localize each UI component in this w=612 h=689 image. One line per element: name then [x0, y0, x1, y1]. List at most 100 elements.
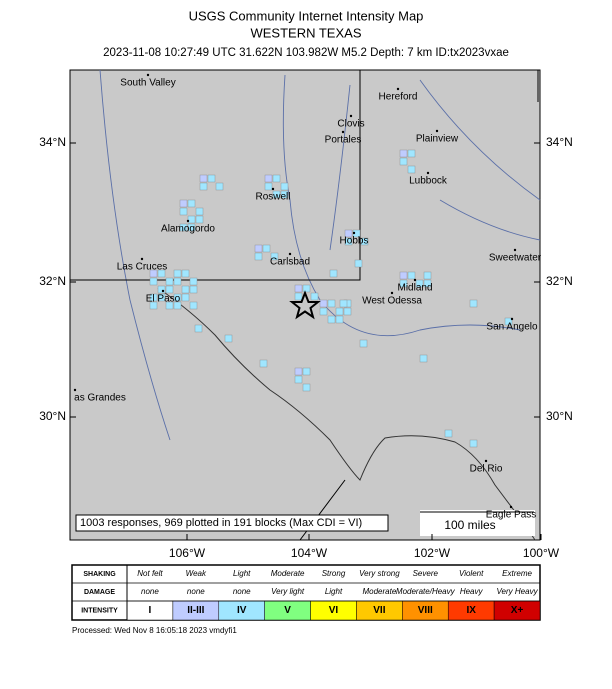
cdi-block	[302, 284, 311, 293]
place-label: Alamogordo	[161, 224, 215, 235]
response-note: 1003 responses, 969 plotted in 191 block…	[80, 517, 362, 529]
place-dot	[484, 459, 488, 463]
lon-label: 106°W	[169, 546, 206, 560]
cdi-block	[423, 271, 432, 280]
cdi-block	[149, 293, 158, 302]
cdi-block	[165, 277, 174, 286]
legend-cell: Strong	[322, 569, 346, 578]
scale-box	[420, 510, 535, 536]
place-dot	[341, 130, 345, 134]
lat-label: 30°N	[546, 409, 573, 423]
legend-cell: Moderate	[271, 569, 305, 578]
cdi-block	[195, 207, 204, 216]
place-label: Lubbock	[409, 176, 448, 187]
cdi-block	[310, 292, 319, 301]
cdi-block	[294, 292, 303, 301]
legend-cell: Very strong	[359, 569, 400, 578]
cdi-block	[344, 237, 353, 246]
cdi-block	[187, 199, 196, 208]
place-dot	[73, 388, 77, 392]
place-label: West Odessa	[362, 296, 422, 307]
cdi-block	[344, 229, 353, 238]
place-dot	[513, 248, 517, 252]
legend-cell: X+	[511, 605, 524, 616]
cdi-block	[407, 271, 416, 280]
legend-cell: Light	[233, 569, 251, 578]
footer: Processed: Wed Nov 8 16:05:18 2023 vmdyf…	[72, 626, 237, 635]
cdi-block	[181, 293, 190, 302]
place-label: Las Cruces	[117, 262, 168, 273]
scale-label: 100 miles	[444, 518, 495, 532]
place-label: Hobbs	[340, 236, 369, 247]
place-dot	[510, 317, 514, 321]
cdi-block	[262, 244, 271, 253]
cdi-block	[149, 277, 158, 286]
place-dot	[288, 252, 292, 256]
cdi-block	[179, 199, 188, 208]
cdi-block	[444, 429, 453, 438]
cdi-block	[173, 293, 182, 302]
cdi-block	[254, 244, 263, 253]
cdi-block	[157, 269, 166, 278]
legend-cell: V	[284, 605, 291, 616]
epicenter-star	[289, 290, 321, 320]
place-dot	[435, 129, 439, 133]
cdi-block	[270, 252, 279, 261]
cdi-block	[399, 271, 408, 280]
place-label: Plainview	[416, 134, 459, 145]
cdi-block	[294, 375, 303, 384]
legend-cell: Severe	[413, 569, 439, 578]
subtitle: WESTERN TEXAS	[250, 25, 361, 40]
place-label: Clovis	[337, 119, 364, 130]
cdi-block	[343, 307, 352, 316]
cdi-block	[199, 182, 208, 191]
place-label: Hereford	[379, 92, 418, 103]
place-label: Sweetwater	[489, 253, 542, 264]
legend-row-label: SHAKING	[83, 571, 116, 578]
cdi-block	[207, 174, 216, 183]
cdi-block	[199, 174, 208, 183]
legend-cell: Moderate/Heavy	[396, 587, 456, 596]
cdi-block	[319, 307, 328, 316]
place-dot	[271, 187, 275, 191]
place-label: Eagle Pass	[486, 510, 537, 521]
legend-cell: none	[141, 587, 159, 596]
place-label: San Angelo	[486, 322, 538, 333]
legend-cell: none	[187, 587, 205, 596]
cdi-block	[294, 367, 303, 376]
event-info: 2023-11-08 10:27:49 UTC 31.622N 103.982W…	[103, 47, 509, 59]
legend-cell: Heavy	[460, 587, 484, 596]
legend-cell: none	[233, 587, 251, 596]
cdi-block	[272, 190, 281, 199]
cdi-block	[359, 339, 368, 348]
cdi-block	[189, 301, 198, 310]
cdi-block	[179, 207, 188, 216]
legend-cell: I	[149, 605, 152, 616]
cdi-block	[194, 324, 203, 333]
title: USGS Community Internet Intensity Map	[189, 8, 424, 23]
place-label: Midland	[397, 283, 432, 294]
place-label: Del Rio	[470, 464, 503, 475]
cdi-block	[173, 277, 182, 286]
cdi-block	[181, 269, 190, 278]
legend-cell: VI	[329, 605, 339, 616]
place-dot	[352, 231, 356, 235]
cdi-block	[187, 223, 196, 232]
cdi-block	[165, 301, 174, 310]
lon-label: 102°W	[414, 546, 451, 560]
cdi-block	[399, 149, 408, 158]
cdi-block	[157, 293, 166, 302]
cdi-block	[264, 174, 273, 183]
place-dot	[413, 278, 417, 282]
cdi-block	[302, 383, 311, 392]
place-dot	[349, 114, 353, 118]
legend-cell: Not felt	[137, 569, 163, 578]
lat-label: 30°N	[39, 409, 66, 423]
place-dot	[426, 171, 430, 175]
cdi-block	[319, 299, 328, 308]
legend-cell: Light	[325, 587, 343, 596]
place-dot	[509, 505, 513, 509]
cdi-block	[181, 285, 190, 294]
cdi-block	[189, 277, 198, 286]
cdi-block	[294, 284, 303, 293]
